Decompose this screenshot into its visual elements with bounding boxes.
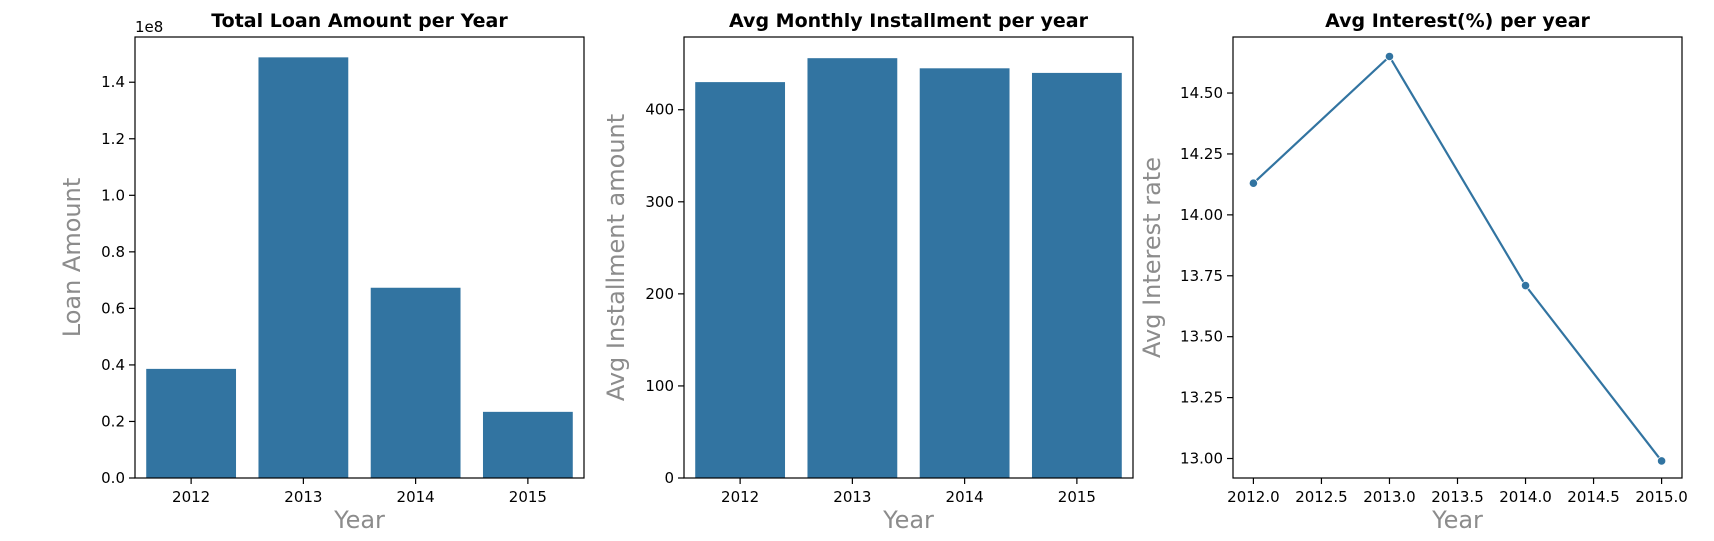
y-tick-label: 0.6 [101, 299, 125, 317]
y-tick-label: 13.25 [1180, 389, 1223, 407]
x-tick-label: 2012 [172, 488, 210, 506]
y-tick-label: 1.4 [101, 73, 125, 91]
y-tick-label: 13.00 [1180, 450, 1223, 468]
y-tick-label: 13.75 [1180, 267, 1223, 285]
chart-title: Total Loan Amount per Year [211, 10, 508, 32]
chart-title: Avg Interest(%) per year [1325, 10, 1590, 32]
data-point-2012 [1248, 178, 1259, 188]
y-tick-label: 1.0 [101, 186, 125, 204]
x-tick-label: 2013.5 [1431, 488, 1484, 506]
y-tick-label: 13.50 [1180, 328, 1223, 346]
y-tick-label: 1.2 [101, 130, 125, 148]
chart-avg-interest: Avg Interest(%) per year 2012.0 2012.5 2013… [1138, 10, 1688, 534]
y-tick-label: 0.4 [101, 356, 125, 374]
y-axis-label: Avg Interest rate [1138, 157, 1166, 358]
data-point-2013 [1384, 51, 1395, 62]
y-tick-label: 14.00 [1180, 206, 1223, 224]
axes-frame [134, 36, 585, 479]
y-tick-label: 0.2 [101, 412, 125, 430]
y-tick-label: 100 [645, 377, 674, 395]
x-tick-label: 2014 [946, 488, 984, 506]
axes-frame [683, 36, 1134, 479]
axes-frame [1232, 36, 1683, 479]
chart-total-loan-amount: Total Loan Amount per Year 2012 2013 2014 20… [58, 10, 585, 534]
y-tick-label: 0.0 [101, 469, 125, 487]
y-tick-label: 400 [645, 101, 674, 119]
x-tick-label: 2012.5 [1295, 488, 1348, 506]
y-tick-label: 0 [664, 469, 674, 487]
data-point-2015 [1656, 456, 1667, 466]
x-tick-label: 2015 [509, 488, 547, 506]
x-axis-label: Year [1431, 506, 1483, 534]
y-offset-label: 1e8 [135, 18, 163, 36]
y-axis-label: Loan Amount [58, 178, 86, 338]
x-axis-label: Year [333, 506, 385, 534]
series-line [1252, 54, 1663, 462]
x-tick-label: 2014 [397, 488, 435, 506]
chart-avg-monthly-installment: Avg Monthly Installment per year 2012 2013… [602, 10, 1134, 534]
y-axis-label: Avg Installment amount [602, 114, 630, 401]
y-tick-label: 200 [645, 285, 674, 303]
data-point-2014 [1520, 280, 1531, 291]
chart-title: Avg Monthly Installment per year [729, 10, 1089, 32]
y-tick-label: 14.25 [1180, 145, 1223, 163]
y-tick-label: 300 [645, 193, 674, 211]
bar-2014 [370, 287, 461, 478]
bar-2012 [146, 368, 237, 478]
bar-2015 [482, 411, 573, 478]
x-tick-label: 2015.0 [1635, 488, 1688, 506]
x-tick-label: 2012.0 [1227, 488, 1280, 506]
x-tick-label: 2014.0 [1499, 488, 1552, 506]
x-axis-label: Year [882, 506, 934, 534]
bar-2013 [258, 57, 349, 478]
x-tick-label: 2013 [284, 488, 322, 506]
y-tick-label: 0.8 [101, 243, 125, 261]
bar-2015 [1031, 72, 1122, 478]
x-tick-label: 2013.0 [1363, 488, 1416, 506]
y-tick-label: 14.50 [1180, 84, 1223, 102]
bar-2013 [807, 58, 898, 479]
x-tick-label: 2014.5 [1567, 488, 1620, 506]
x-tick-label: 2015 [1058, 488, 1096, 506]
bar-2012 [695, 82, 786, 478]
x-tick-label: 2013 [833, 488, 871, 506]
x-tick-label: 2012 [721, 488, 759, 506]
bar-2014 [919, 68, 1010, 479]
